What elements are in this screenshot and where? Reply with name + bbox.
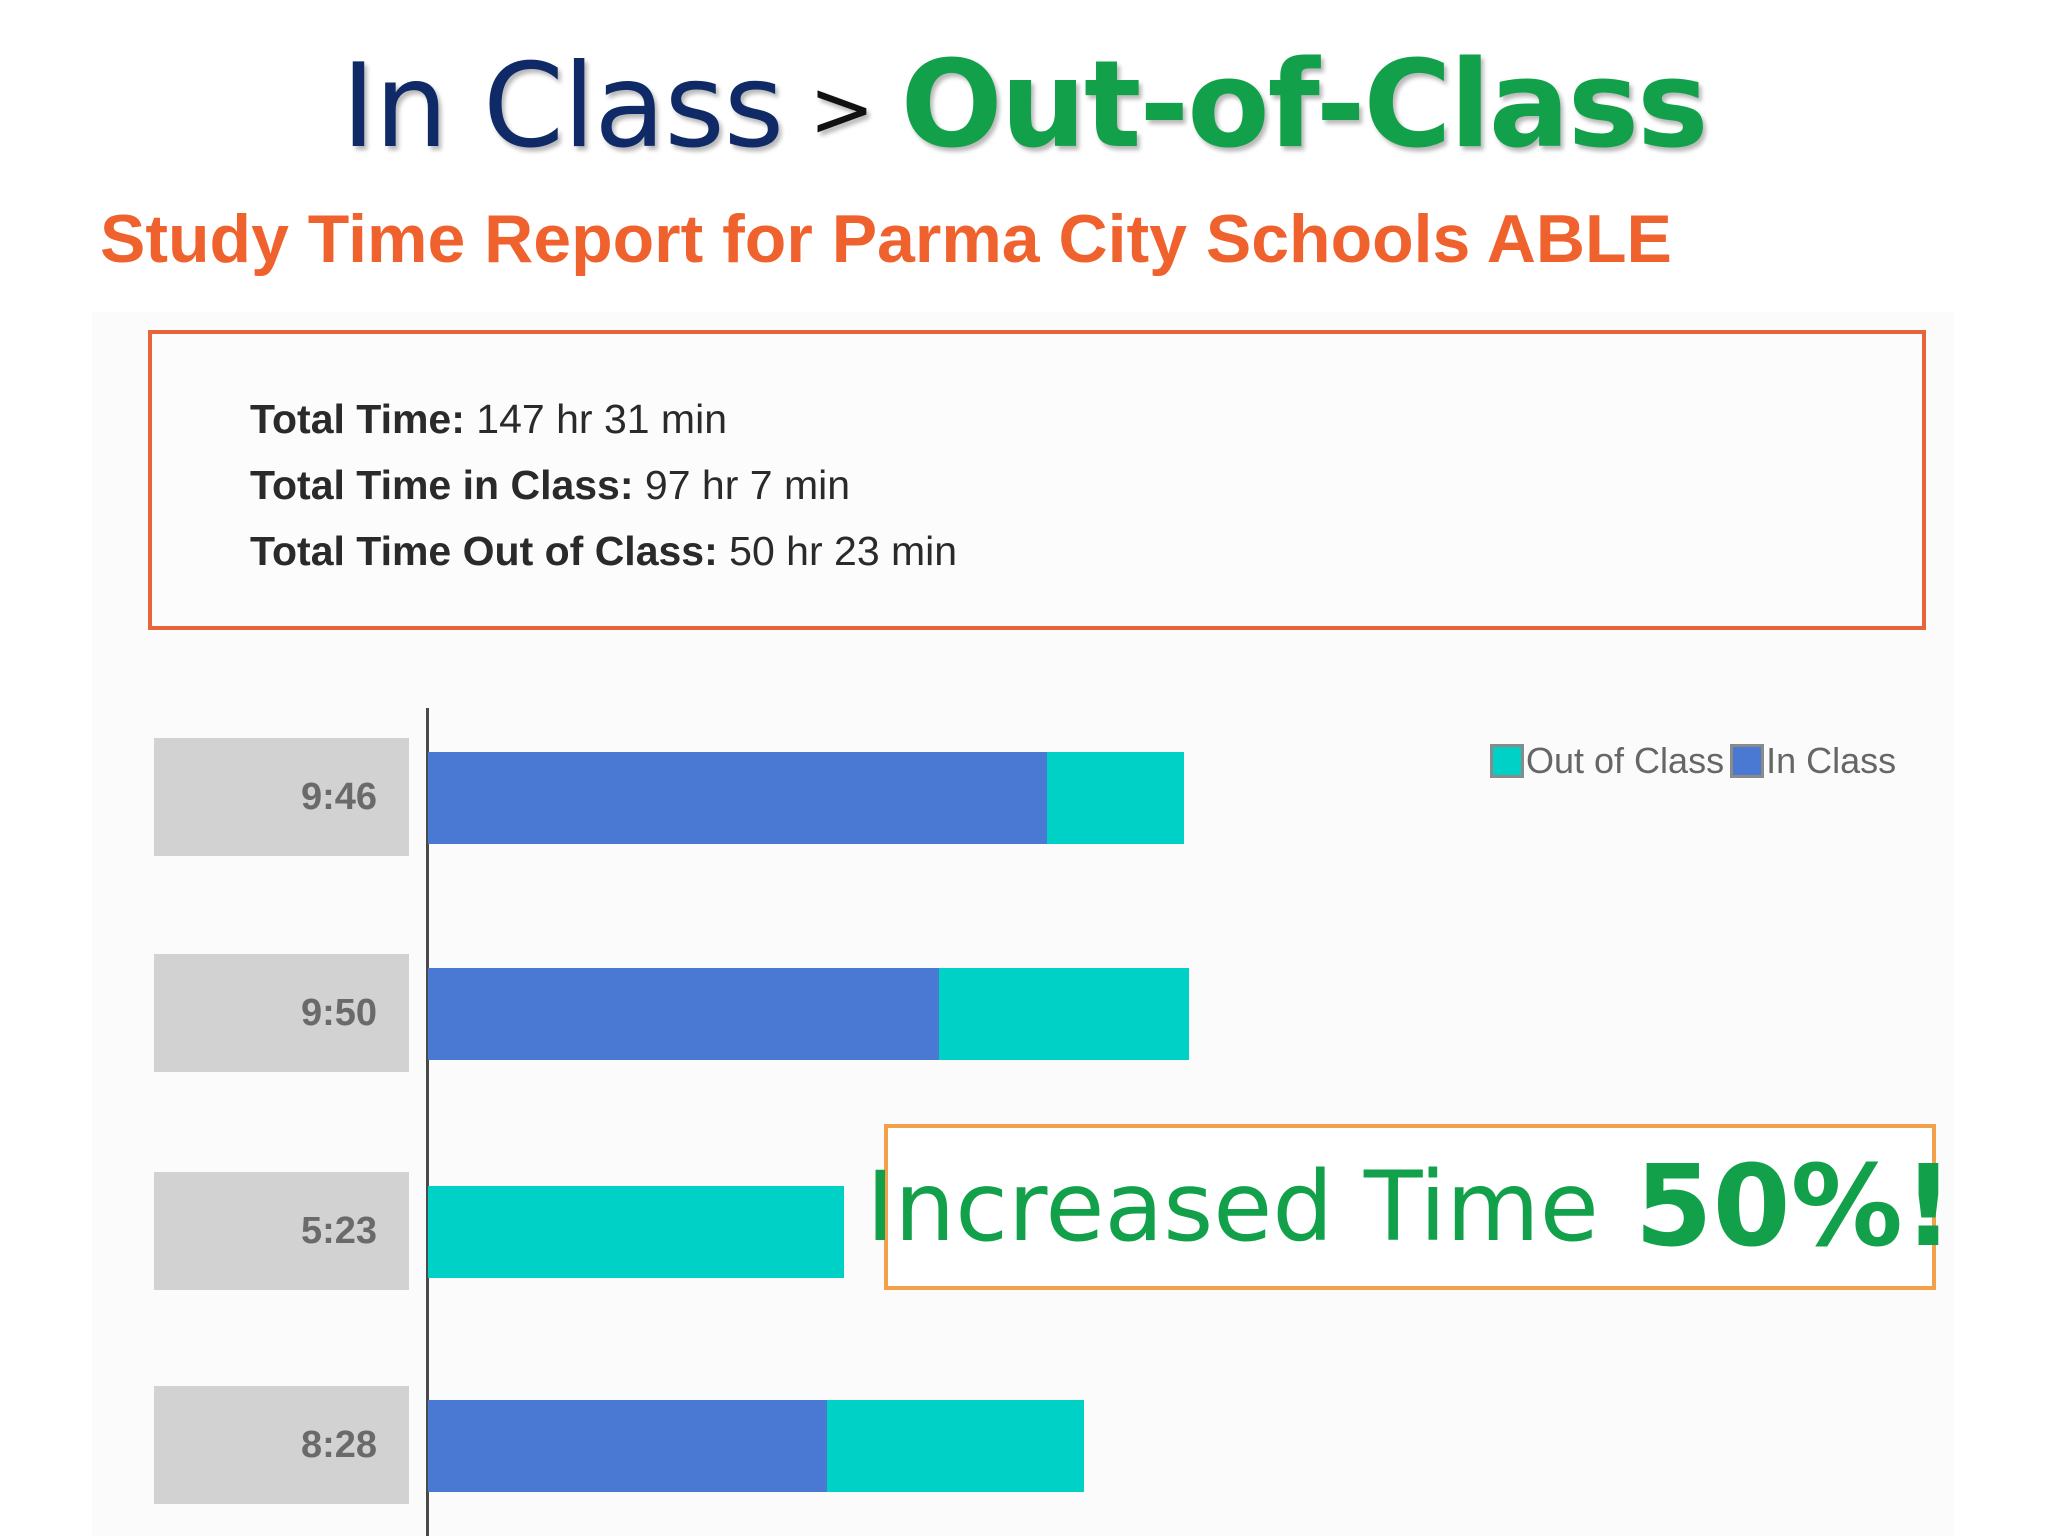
summary-label: Total Time in Class: — [250, 462, 634, 508]
row-label: 8:28 — [154, 1386, 409, 1504]
bar-out-of-class — [428, 1186, 845, 1278]
summary-time-in-class: Total Time in Class: 97 hr 7 min — [250, 462, 850, 509]
summary-total-time: Total Time: 147 hr 31 min — [250, 396, 727, 443]
bar-out-of-class — [826, 1400, 1084, 1492]
legend-label: Out of Class — [1526, 740, 1725, 781]
slide-title: In Class > Out-of-Class — [0, 36, 2048, 175]
row-label: 5:23 — [154, 1172, 409, 1290]
summary-value: 50 hr 23 min — [729, 528, 958, 574]
title-out-of-class: Out-of-Class — [900, 36, 1709, 175]
bar-out-of-class — [938, 968, 1189, 1060]
summary-label: Total Time Out of Class: — [250, 528, 718, 574]
legend-swatch-out-of-class — [1490, 744, 1524, 778]
title-separator: > — [809, 65, 875, 155]
chart-axis-line — [426, 708, 429, 1536]
callout-text: Increased Time — [866, 1151, 1599, 1263]
title-in-class: In Class — [341, 39, 784, 174]
bar-in-class — [428, 1400, 827, 1492]
legend-swatch-in-class — [1730, 744, 1765, 778]
report-heading: Study Time Report for Parma City Schools… — [100, 201, 1672, 277]
chart-legend: Out of Class In Class — [1490, 740, 1902, 782]
legend-item-in-class: In Class — [1730, 740, 1896, 782]
bar-in-class — [428, 752, 1048, 844]
bar-out-of-class — [1047, 752, 1185, 844]
summary-box — [148, 330, 1926, 630]
summary-value: 147 hr 31 min — [476, 396, 728, 442]
increase-callout: Increased Time 50%! — [866, 1124, 1954, 1290]
summary-time-out-of-class: Total Time Out of Class: 50 hr 23 min — [250, 528, 957, 575]
summary-value: 97 hr 7 min — [644, 462, 851, 508]
row-label: 9:50 — [154, 954, 409, 1072]
row-label: 9:46 — [154, 738, 409, 856]
legend-label: In Class — [1766, 740, 1897, 781]
legend-item-out-of-class: Out of Class — [1490, 740, 1724, 782]
bar-in-class — [428, 968, 939, 1060]
summary-label: Total Time: — [250, 396, 465, 442]
callout-percentage: 50%! — [1634, 1142, 1954, 1272]
